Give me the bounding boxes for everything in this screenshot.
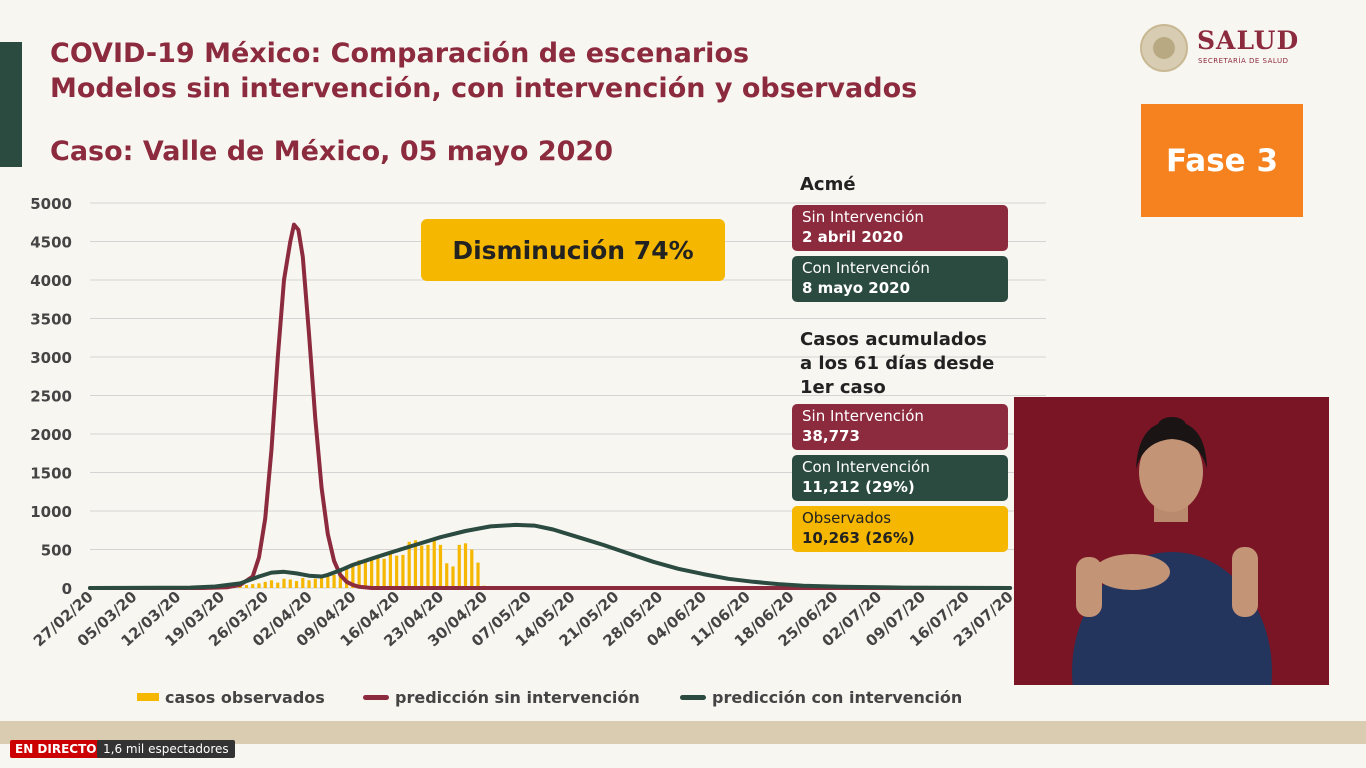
case-subtitle: Caso: Valle de México, 05 mayo 2020 (50, 136, 614, 167)
observed-bar (370, 558, 374, 588)
observed-bar (269, 580, 274, 588)
observed-bar (288, 579, 292, 588)
observed-bar (445, 563, 449, 588)
y-tick-label: 3000 (30, 349, 72, 367)
y-tick-label: 3500 (30, 311, 72, 329)
cumulative-heading-2: a los 61 días desde (800, 353, 995, 374)
observed-bar (294, 581, 299, 588)
observed-bar (319, 577, 324, 588)
y-tick-label: 1000 (30, 503, 72, 521)
observed-bar (382, 558, 386, 588)
interpreter-figure (1072, 417, 1272, 685)
observed-bar (451, 566, 455, 588)
footer-strip (0, 721, 1366, 744)
peak-with-box: Con Intervención 8 mayo 2020 (792, 256, 1008, 302)
observed-bar (301, 577, 305, 588)
cum-without-box: Sin Intervención 38,773 (792, 404, 1008, 450)
observed-bar (476, 562, 480, 588)
observed-bar (438, 544, 443, 588)
accent-bar (0, 42, 22, 167)
cum-with-box: Con Intervención 11,212 (29%) (792, 455, 1008, 501)
observed-bar (363, 562, 367, 588)
observed-bar (432, 537, 436, 588)
observed-bar (313, 578, 317, 588)
observed-bar (470, 549, 474, 588)
observed-bar (395, 555, 399, 588)
legend-with: predicción con intervención (680, 686, 962, 708)
y-tick-label: 5000 (30, 195, 72, 213)
y-tick-label: 2500 (30, 388, 72, 406)
observed-bar (413, 540, 418, 588)
sign-language-interpreter-video (1014, 397, 1329, 685)
cum-with-value: 11,212 (29%) (802, 478, 915, 496)
legend-label-observed: casos observados (165, 687, 325, 707)
observed-bar (376, 555, 380, 588)
observed-bar (420, 545, 424, 588)
legend-swatch-observed (137, 693, 159, 701)
title-line-2: Modelos sin intervención, con intervenci… (50, 73, 918, 104)
cum-observed-box: Observados 10,263 (26%) (792, 506, 1008, 552)
peak-with-value: 8 mayo 2020 (802, 279, 911, 297)
y-tick-label: 500 (41, 542, 72, 560)
line-without-intervention (88, 222, 1012, 590)
cum-observed-label: Observados (802, 509, 892, 527)
observed-bar (263, 581, 267, 588)
observed-bar (307, 580, 311, 588)
title-line-1: COVID-19 México: Comparación de escenari… (50, 38, 750, 69)
y-tick-label: 4000 (30, 272, 72, 290)
observed-bar (244, 584, 249, 588)
logo-name: SALUD (1197, 26, 1300, 55)
y-tick-label: 0 (62, 580, 72, 598)
cum-observed-value: 10,263 (26%) (802, 529, 915, 547)
observed-bar (401, 554, 405, 588)
observed-bar (282, 578, 286, 588)
legend-swatch-without (363, 694, 389, 700)
peak-with-label: Con Intervención (802, 259, 930, 277)
peak-without-box: Sin Intervención 2 abril 2020 (792, 205, 1008, 251)
y-tick-label: 1500 (30, 465, 72, 483)
observed-bar (357, 560, 361, 588)
peak-without-value: 2 abril 2020 (802, 228, 904, 246)
phase-badge: Fase 3 (1141, 104, 1303, 217)
observed-bar (344, 567, 349, 588)
cumulative-heading-1: Casos acumulados (800, 329, 987, 350)
live-badge: EN DIRECTO (10, 740, 102, 758)
cum-with-label: Con Intervención (802, 458, 930, 476)
salud-logo: SALUD SECRETARÍA DE SALUD (1140, 22, 1310, 74)
peak-without-label: Sin Intervención (802, 208, 924, 226)
legend-label-with: predicción con intervención (712, 687, 963, 707)
observed-bar (388, 553, 393, 588)
observed-bar (426, 544, 430, 588)
observed-bar (332, 574, 336, 588)
observed-bar (257, 583, 261, 588)
y-tick-label: 2000 (30, 426, 72, 444)
viewer-count: 1,6 mil espectadores (97, 740, 235, 758)
observed-bar (326, 576, 330, 588)
observed-bar (457, 544, 461, 588)
legend-observed: casos observados (137, 686, 325, 708)
legend-without: predicción sin intervención (363, 686, 640, 708)
reduction-callout: Disminución 74% (421, 219, 725, 281)
y-tick-label: 4500 (30, 234, 72, 252)
legend-label-without: predicción sin intervención (395, 687, 640, 707)
logo-subtitle: SECRETARÍA DE SALUD (1198, 57, 1289, 65)
cum-without-value: 38,773 (802, 427, 860, 445)
legend-swatch-with (680, 694, 706, 700)
cum-without-label: Sin Intervención (802, 407, 924, 425)
observed-bar (463, 543, 468, 588)
line-with-intervention (88, 522, 1012, 590)
seal-icon (1140, 24, 1188, 72)
peak-heading: Acmé (800, 174, 856, 195)
observed-bar (276, 582, 280, 588)
observed-bar (338, 570, 342, 588)
observed-bar (351, 564, 355, 588)
cumulative-heading-3: 1er caso (800, 377, 886, 398)
observed-bar (251, 584, 255, 588)
observed-bar (407, 541, 411, 588)
